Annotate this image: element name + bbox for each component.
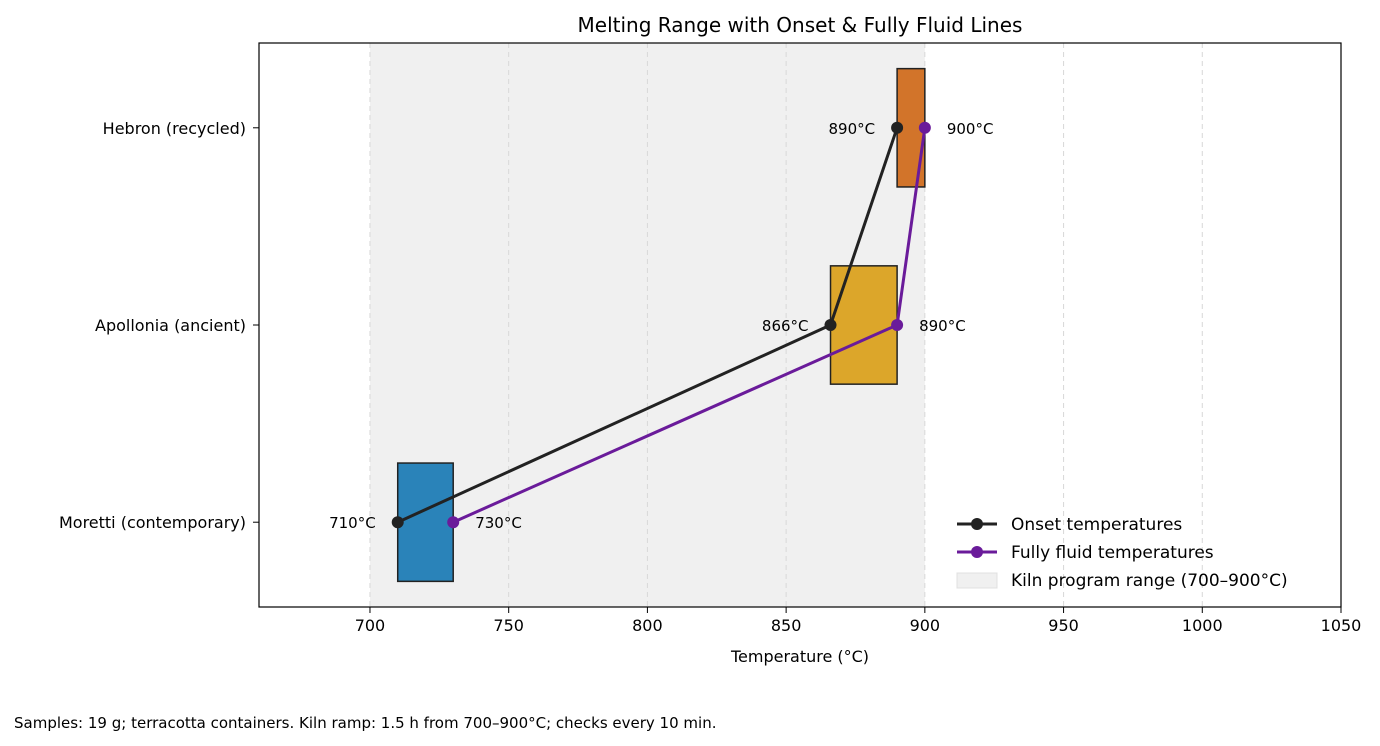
x-tick-label: 850 xyxy=(771,616,802,635)
fluid-data-label: 900°C xyxy=(947,120,994,138)
x-tick-label: 900 xyxy=(910,616,941,635)
footnote: Samples: 19 g; terracotta containers. Ki… xyxy=(14,714,716,732)
legend-label: Kiln program range (700–900°C) xyxy=(1011,571,1288,591)
legend-marker xyxy=(971,546,983,558)
onset-data-label: 890°C xyxy=(828,120,875,138)
fluid-point xyxy=(918,121,931,134)
fluid-point xyxy=(891,319,904,331)
legend-marker xyxy=(971,518,983,530)
x-tick-label: 950 xyxy=(1048,616,1079,635)
onset-point xyxy=(824,319,837,331)
legend-label: Fully fluid temperatures xyxy=(1011,543,1214,563)
y-tick-label: Apollonia (ancient) xyxy=(95,316,246,335)
x-axis-label: Temperature (°C) xyxy=(730,647,869,666)
range-bar xyxy=(829,265,898,385)
chart-title: Melting Range with Onset & Fully Fluid L… xyxy=(578,13,1023,37)
y-tick-label: Hebron (recycled) xyxy=(103,119,246,138)
x-tick-label: 1000 xyxy=(1182,616,1223,635)
x-tick-label: 700 xyxy=(355,616,386,635)
legend-label: Onset temperatures xyxy=(1011,515,1182,535)
onset-data-label: 710°C xyxy=(329,514,376,532)
y-tick-label: Moretti (contemporary) xyxy=(59,513,246,532)
fluid-point xyxy=(447,516,460,529)
plot-frame xyxy=(258,42,1342,608)
onset-point xyxy=(891,121,904,134)
x-tick-label: 1050 xyxy=(1321,616,1362,635)
x-tick-label: 800 xyxy=(632,616,663,635)
onset-data-label: 866°C xyxy=(762,317,809,335)
range-bar xyxy=(396,462,454,583)
fluid-data-label: 730°C xyxy=(475,514,522,532)
onset-point xyxy=(391,516,404,529)
x-tick-label: 750 xyxy=(493,616,524,635)
fluid-data-label: 890°C xyxy=(919,317,966,335)
legend-span-swatch xyxy=(956,572,998,589)
